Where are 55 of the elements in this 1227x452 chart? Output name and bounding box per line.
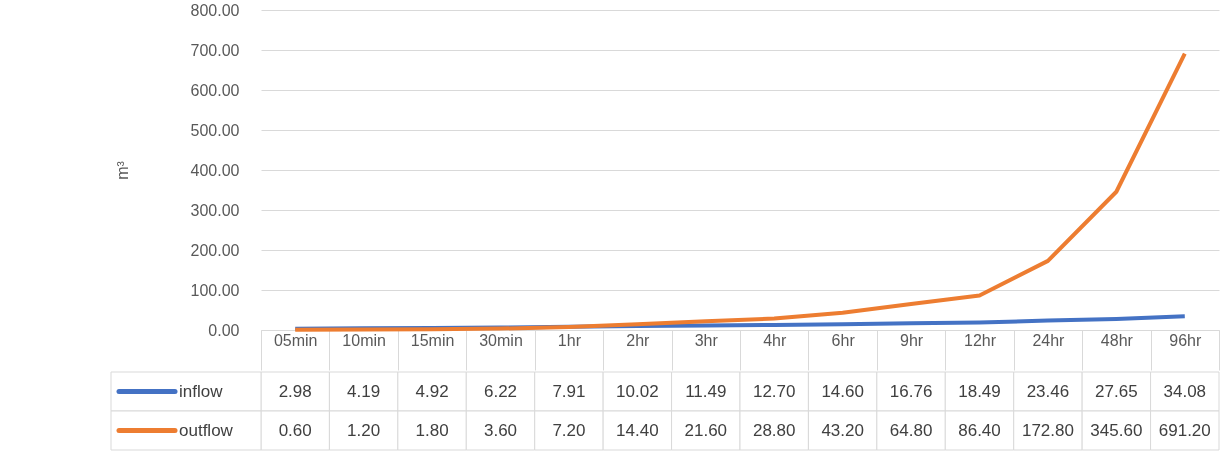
data-label: 7.91	[552, 381, 586, 401]
x-tick-label: 9hr	[900, 331, 924, 349]
data-label: 14.60	[821, 381, 864, 401]
data-label: 2.98	[278, 381, 312, 401]
data-label: 1.20	[347, 420, 381, 440]
data-label: 345.60	[1090, 420, 1143, 440]
data-label: 28.80	[752, 420, 796, 440]
x-tick-label: 12hr	[963, 331, 997, 349]
y-tick-label: 0.00	[208, 321, 240, 339]
x-tick-label: 05min	[273, 331, 318, 349]
x-tick-label: 3hr	[694, 331, 719, 349]
data-label: 4.19	[347, 381, 381, 401]
y-tick-label: 100.00	[190, 281, 240, 299]
data-label: 691.20	[1158, 420, 1211, 440]
data-label: 86.40	[958, 420, 1001, 440]
y-tick-label: 800.00	[190, 1, 240, 19]
legend-label: inflow	[179, 381, 224, 401]
x-tick-label: 4hr	[763, 331, 787, 349]
data-label: 34.08	[1163, 381, 1207, 401]
x-tick-label: 10min	[342, 331, 386, 349]
data-label: 27.65	[1095, 381, 1138, 401]
x-tick-label: 30min	[479, 331, 523, 349]
y-tick-label: 400.00	[190, 161, 240, 179]
data-label: 7.20	[552, 420, 586, 440]
x-tick-label: 96hr	[1169, 331, 1202, 349]
x-tick-label: 1hr	[557, 331, 582, 349]
legend-label: outflow	[179, 420, 234, 440]
data-label: 64.80	[889, 420, 933, 440]
x-tick-label: 6hr	[831, 331, 856, 349]
data-label: 6.22	[483, 381, 518, 401]
data-label: 10.02	[616, 381, 659, 401]
data-label: 14.40	[616, 420, 659, 440]
data-label: 18.49	[958, 381, 1001, 401]
data-label: 23.46	[1026, 381, 1070, 401]
x-tick-label: 24hr	[1032, 331, 1066, 349]
data-label: 172.80	[1021, 420, 1074, 440]
x-tick-label: 15min	[410, 331, 455, 349]
x-tick-label: 48hr	[1100, 331, 1134, 349]
data-label: 11.49	[685, 381, 727, 401]
y-axis-title: m³	[113, 160, 131, 180]
line-series	[293, 51, 1187, 332]
y-tick-label: 500.00	[190, 121, 240, 139]
data-label: 3.60	[483, 420, 518, 440]
data-label: 43.20	[821, 420, 864, 440]
data-label: 12.70	[752, 381, 796, 401]
data-label: 21.60	[684, 420, 728, 440]
y-tick-label: 300.00	[190, 201, 240, 219]
data-label: 1.80	[415, 420, 449, 440]
data-label: 0.60	[278, 420, 312, 440]
data-label: 4.92	[415, 381, 449, 401]
y-tick-label: 200.00	[190, 241, 240, 259]
data-label: 16.76	[889, 381, 933, 401]
y-tick-label: 700.00	[190, 41, 240, 59]
x-tick-label: 2hr	[626, 331, 651, 349]
y-tick-label: 600.00	[190, 81, 240, 99]
